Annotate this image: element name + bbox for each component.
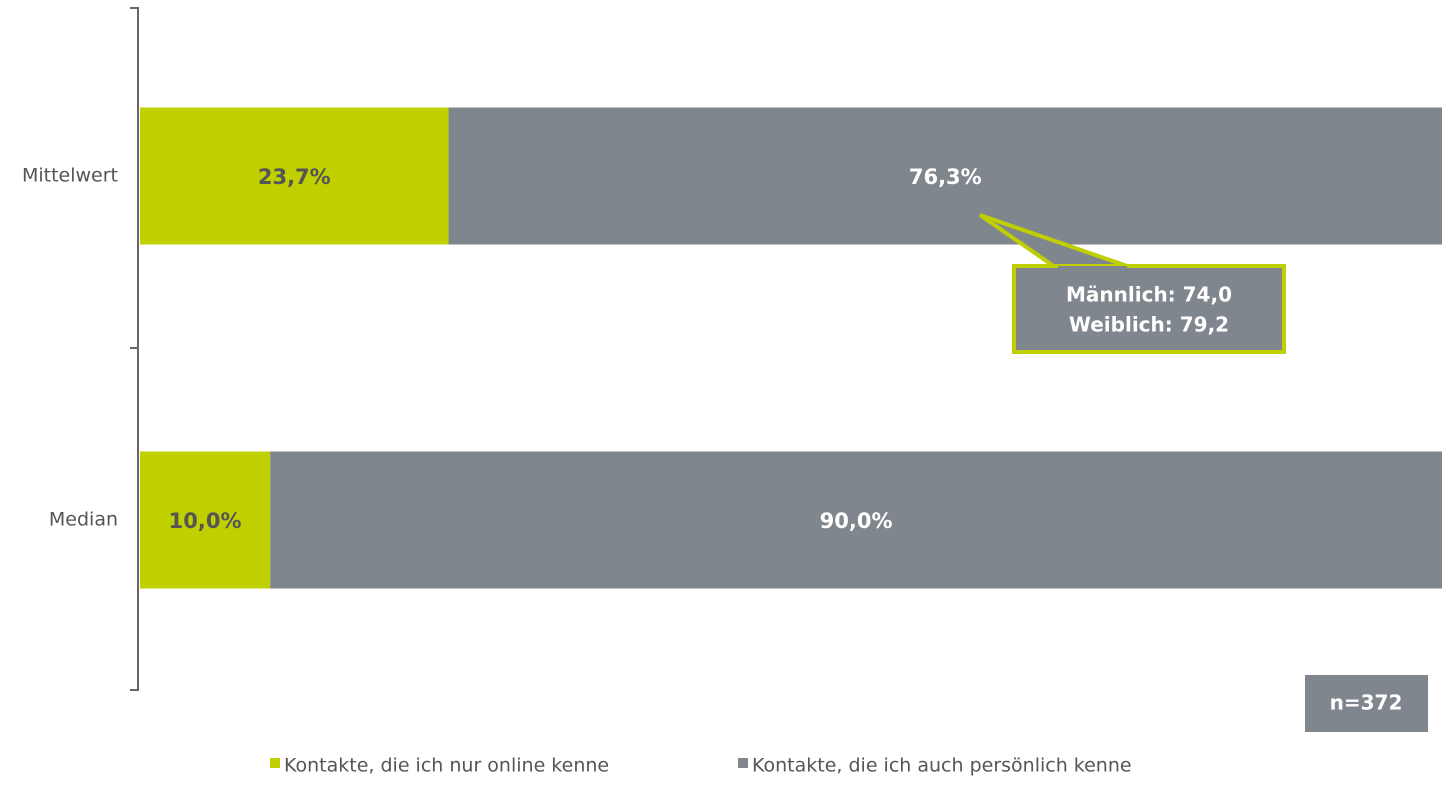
y-tick-label: Mittelwert <box>22 165 118 187</box>
legend-label: Kontakte, die ich nur online kenne <box>284 755 609 777</box>
bar-segment <box>140 451 271 589</box>
callout-box <box>1012 264 1286 354</box>
callout: Männlich: 74,0 Weiblich: 79,2 <box>978 213 1286 354</box>
value-label: 76,3% <box>909 165 982 189</box>
sample-box <box>1305 675 1428 732</box>
annotation: Weiblich: 79,2 <box>1069 313 1229 337</box>
bar-segment <box>448 107 1442 245</box>
legend-swatch <box>270 758 280 768</box>
y-tick-label: Median <box>49 509 118 531</box>
value-label: 23,7% <box>258 165 331 189</box>
legend-swatch <box>738 758 748 768</box>
y-axis <box>130 7 139 691</box>
value-label: 90,0% <box>820 509 893 533</box>
legend-label: Kontakte, die ich auch persönlich kenne <box>752 755 1132 777</box>
value-label: 10,0% <box>169 509 242 533</box>
annotation: Männlich: 74,0 <box>1066 283 1232 307</box>
sample-size: n=372 <box>1330 691 1403 715</box>
bar-segment <box>140 107 449 245</box>
bar-segment <box>270 451 1442 589</box>
